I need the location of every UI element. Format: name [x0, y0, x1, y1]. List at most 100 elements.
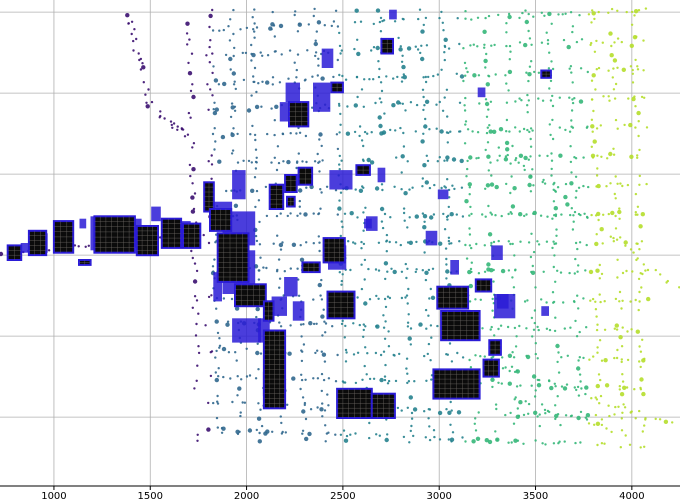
- data-point-1201: [207, 160, 210, 163]
- data-point-1270: [362, 186, 365, 189]
- data-point-1263: [309, 184, 314, 190]
- data-point-284: [320, 278, 323, 282]
- data-point-442: [403, 191, 408, 196]
- data-point-695: [530, 232, 533, 235]
- data-point-1728: [427, 408, 430, 411]
- data-point-800: [579, 410, 583, 414]
- data-point-998: [353, 47, 356, 51]
- data-point-1039: [242, 78, 246, 82]
- data-point-1214: [305, 160, 308, 164]
- data-point-1880: [176, 128, 179, 131]
- data-point-1304: [626, 183, 630, 187]
- data-point-1010: [469, 44, 472, 47]
- data-point-951: [470, 18, 473, 21]
- data-point-535: [445, 269, 450, 274]
- data-point-1524: [589, 299, 592, 302]
- data-point-1478: [210, 294, 213, 297]
- data-point-1242: [558, 153, 563, 158]
- data-point-1017: [508, 44, 512, 48]
- data-point-1870: [145, 104, 150, 109]
- data-point-1668: [379, 377, 384, 383]
- data-point-310: [338, 73, 341, 77]
- data-point-1217: [321, 159, 324, 162]
- data-point-1633: [588, 358, 591, 361]
- data-point-1933: [595, 398, 599, 401]
- cluster-marker-26: [313, 82, 331, 112]
- data-point-859: [618, 217, 621, 220]
- data-point-1500: [388, 296, 392, 300]
- data-point-600: [487, 108, 490, 111]
- data-point-1091: [642, 69, 645, 72]
- data-point-666: [510, 365, 514, 368]
- data-point-1094: [214, 107, 219, 112]
- data-point-1749: [634, 417, 637, 420]
- data-point-1555: [375, 324, 380, 329]
- data-point-610: [485, 183, 491, 188]
- data-point-1765: [327, 431, 330, 434]
- data-point-754: [557, 371, 561, 374]
- data-point-1351: [560, 213, 563, 216]
- data-point-1591: [218, 346, 221, 349]
- data-point-1785: [475, 436, 481, 441]
- data-point-1566: [490, 325, 493, 329]
- data-point-638: [505, 31, 508, 34]
- data-point-693: [529, 190, 533, 193]
- data-point-1009: [462, 47, 465, 50]
- data-point-1447: [406, 267, 409, 270]
- data-point-1665: [361, 378, 364, 381]
- data-point-750: [554, 316, 557, 319]
- data-point-51: [209, 88, 212, 91]
- data-point-59: [210, 177, 213, 180]
- data-point-880: [633, 9, 639, 14]
- data-point-940: [353, 21, 357, 24]
- data-point-1191: [558, 126, 561, 129]
- data-point-1803: [619, 446, 622, 449]
- data-point-504: [428, 425, 431, 428]
- data-point-606: [486, 154, 491, 159]
- data-point-5: [187, 61, 190, 65]
- data-point-1331: [445, 215, 449, 219]
- data-point-1713: [319, 407, 324, 412]
- data-point-1733: [477, 411, 480, 414]
- data-point-94: [230, 102, 234, 105]
- data-point-56: [214, 140, 217, 143]
- data-point-591: [474, 429, 478, 432]
- data-point-161: [255, 306, 260, 312]
- data-point-1647: [240, 378, 243, 381]
- data-point-641: [504, 74, 507, 77]
- data-point-470: [419, 51, 422, 55]
- data-point-1173: [439, 129, 444, 134]
- data-point-875: [619, 392, 625, 397]
- data-point-1332: [449, 212, 454, 217]
- data-point-231: [295, 166, 298, 170]
- data-point-1547: [324, 322, 328, 325]
- data-point-580: [470, 261, 473, 264]
- data-point-1128: [520, 99, 523, 102]
- data-point-1450: [421, 269, 424, 272]
- data-point-1133: [558, 96, 561, 99]
- data-point-704: [532, 328, 536, 331]
- data-point-595: [483, 58, 488, 64]
- data-point-929: [252, 28, 255, 31]
- data-point-1361: [617, 209, 622, 215]
- data-point-1140: [608, 99, 611, 102]
- data-point-1536: [226, 320, 230, 323]
- data-point-1333: [455, 213, 458, 216]
- data-point-981: [232, 54, 235, 58]
- data-point-1457: [477, 272, 481, 275]
- data-point-646: [504, 140, 510, 146]
- data-point-511: [443, 51, 446, 54]
- data-point-478: [423, 124, 428, 129]
- data-point-1906: [615, 238, 619, 241]
- data-point-238: [299, 257, 305, 262]
- data-point-578: [470, 246, 473, 250]
- data-point-1490: [312, 298, 315, 301]
- data-point-1552: [358, 323, 361, 327]
- data-point-1129: [527, 99, 530, 102]
- data-point-36: [197, 345, 200, 348]
- data-point-1235: [503, 157, 509, 162]
- data-point-1793: [541, 442, 544, 445]
- data-point-332: [340, 283, 343, 286]
- data-point-1210: [282, 160, 285, 163]
- data-point-664: [511, 351, 514, 354]
